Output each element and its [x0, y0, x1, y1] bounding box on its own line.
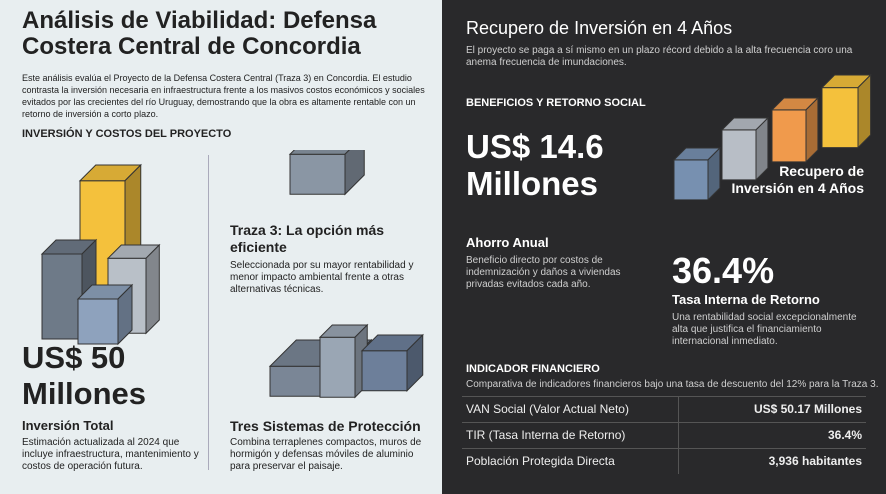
table: VAN Social (Valor Actual Neto) US$ 50.17 … — [462, 396, 866, 474]
table-cell: 36.4% — [827, 428, 862, 442]
table-cell: US$ 50.17 Millones — [753, 402, 862, 416]
table-row: TIR (Tasa Interna de Retorno) 36.4% — [462, 422, 866, 448]
cube-face — [319, 336, 356, 398]
cube-face — [288, 150, 350, 155]
irr-figure: 36.4% — [672, 250, 775, 291]
savings-text: Beneficio directo por costos de indemniz… — [466, 255, 621, 290]
cube-face — [673, 159, 709, 200]
intro: Este análisis evalúa el Proyecto de la D… — [22, 73, 425, 119]
cube-face — [41, 253, 83, 340]
savings-title: Ahorro Anual — [466, 235, 549, 250]
cube-face — [361, 350, 408, 392]
divider — [208, 155, 209, 470]
irr-text: Una rentabilidad social excepcionalmente… — [672, 312, 857, 347]
cube-face — [406, 333, 424, 392]
systems-title: Tres Sistemas de Protección — [230, 418, 421, 434]
illustrations — [40, 150, 424, 399]
cell-divider — [678, 449, 679, 474]
route-title: Traza 3: La opción más eficiente — [230, 222, 385, 255]
table-caption: Comparativa de indicadores financieros b… — [466, 379, 879, 390]
cube-face — [707, 146, 721, 200]
cube-face — [77, 298, 119, 345]
route-text: Seleccionada por su mayor rentabilidad y… — [230, 260, 414, 295]
investment-figure: US$ 50 Millones — [22, 340, 147, 411]
cube-face — [289, 153, 346, 195]
cube-face — [805, 96, 819, 164]
table-cell: Población Protegida Directa — [466, 454, 615, 468]
cube-face — [117, 283, 133, 346]
section-heading: BENEFICIOS Y RETORNO SOCIAL — [466, 97, 646, 109]
title: Análisis de Viabilidad: Defensa Costera … — [22, 7, 377, 60]
recovery-label: Recupero de Inversión en 4 Años — [731, 163, 864, 196]
investment-label: Inversión Total — [22, 418, 114, 433]
table-cell: 3,936 habitantes — [768, 454, 862, 468]
irr-title: Tasa Interna de Retorno — [672, 292, 820, 307]
systems-text: Combina terraplenes compactos, muros de … — [230, 437, 422, 472]
benefit-figure: US$ 14.6 Millones — [466, 128, 604, 202]
cell-divider — [678, 397, 679, 422]
investment-text: Estimación actualizada al 2024 que inclu… — [22, 437, 199, 472]
left-panel: Análisis de Viabilidad: Defensa Costera … — [0, 0, 442, 494]
cube-face — [821, 87, 859, 149]
cube-face — [771, 109, 807, 163]
table-title: INDICADOR FINANCIERO — [466, 363, 600, 375]
table-cell: TIR (Tasa Interna de Retorno) — [466, 428, 626, 442]
right-panel: Recupero de Inversión en 4 Años El proye… — [442, 0, 886, 494]
cube-face — [755, 116, 769, 182]
cell-divider — [678, 423, 679, 448]
table-row: Población Protegida Directa 3,936 habitan… — [462, 448, 866, 474]
table-cell: VAN Social (Valor Actual Neto) — [466, 402, 629, 416]
cube-face — [344, 150, 365, 196]
cube-face — [145, 243, 160, 335]
subtitle: El proyecto se paga a sí mismo en un pla… — [466, 45, 853, 68]
table-row: VAN Social (Valor Actual Neto) US$ 50.17 … — [462, 396, 866, 422]
section-heading: INVERSIÓN Y COSTOS DEL PROYECTO — [22, 128, 232, 140]
cube-face — [857, 73, 872, 149]
cubes-illustration — [672, 73, 872, 200]
title: Recupero de Inversión en 4 Años — [466, 18, 733, 38]
